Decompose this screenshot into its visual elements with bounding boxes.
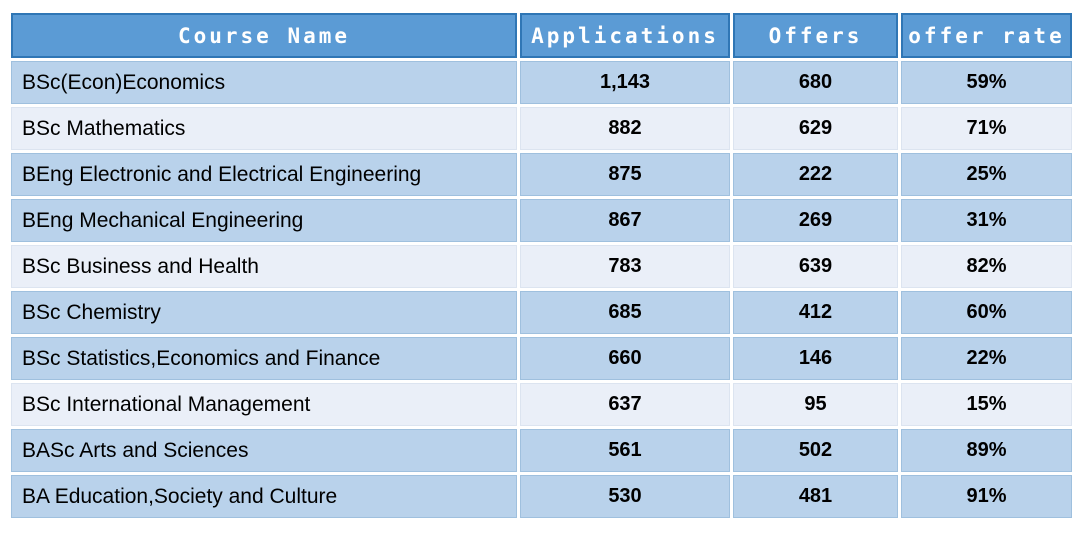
applications-cell[interactable]: 637 <box>520 383 730 426</box>
admissions-table-container: Course Name Applications Offers offer ra… <box>8 10 1075 521</box>
offers-cell[interactable]: 146 <box>733 337 898 380</box>
column-header-course-name[interactable]: Course Name <box>11 13 517 58</box>
table-row: BSc Chemistry 685 412 60% <box>11 291 1072 334</box>
table-row: BEng Mechanical Engineering 867 269 31% <box>11 199 1072 242</box>
applications-cell[interactable]: 783 <box>520 245 730 288</box>
offer-rate-cell[interactable]: 82% <box>901 245 1072 288</box>
table-row: BSc Mathematics 882 629 71% <box>11 107 1072 150</box>
offers-cell[interactable]: 412 <box>733 291 898 334</box>
course-name-cell[interactable]: BA Education,Society and Culture <box>11 475 517 518</box>
applications-cell[interactable]: 875 <box>520 153 730 196</box>
offer-rate-cell[interactable]: 91% <box>901 475 1072 518</box>
offers-cell[interactable]: 680 <box>733 61 898 104</box>
table-row: BASc Arts and Sciences 561 502 89% <box>11 429 1072 472</box>
offer-rate-cell[interactable]: 31% <box>901 199 1072 242</box>
offers-cell[interactable]: 502 <box>733 429 898 472</box>
course-name-cell[interactable]: BSc International Management <box>11 383 517 426</box>
table-row: BA Education,Society and Culture 530 481… <box>11 475 1072 518</box>
column-header-offer-rate[interactable]: offer rate <box>901 13 1072 58</box>
course-name-cell[interactable]: BSc Mathematics <box>11 107 517 150</box>
course-name-cell[interactable]: BEng Mechanical Engineering <box>11 199 517 242</box>
offer-rate-cell[interactable]: 60% <box>901 291 1072 334</box>
course-name-cell[interactable]: BSc Chemistry <box>11 291 517 334</box>
offer-rate-cell[interactable]: 22% <box>901 337 1072 380</box>
offers-cell[interactable]: 639 <box>733 245 898 288</box>
column-header-applications[interactable]: Applications <box>520 13 730 58</box>
applications-cell[interactable]: 530 <box>520 475 730 518</box>
offer-rate-cell[interactable]: 89% <box>901 429 1072 472</box>
applications-cell[interactable]: 561 <box>520 429 730 472</box>
table-row: BEng Electronic and Electrical Engineeri… <box>11 153 1072 196</box>
offer-rate-cell[interactable]: 25% <box>901 153 1072 196</box>
course-name-cell[interactable]: BSc Business and Health <box>11 245 517 288</box>
table-row: BSc International Management 637 95 15% <box>11 383 1072 426</box>
applications-cell[interactable]: 1,143 <box>520 61 730 104</box>
table-row: BSc Business and Health 783 639 82% <box>11 245 1072 288</box>
admissions-table: Course Name Applications Offers offer ra… <box>8 10 1075 521</box>
offers-cell[interactable]: 629 <box>733 107 898 150</box>
offer-rate-cell[interactable]: 71% <box>901 107 1072 150</box>
applications-cell[interactable]: 660 <box>520 337 730 380</box>
applications-cell[interactable]: 867 <box>520 199 730 242</box>
table-body: BSc(Econ)Economics 1,143 680 59% BSc Mat… <box>11 61 1072 518</box>
course-name-cell[interactable]: BASc Arts and Sciences <box>11 429 517 472</box>
offer-rate-cell[interactable]: 59% <box>901 61 1072 104</box>
offers-cell[interactable]: 222 <box>733 153 898 196</box>
applications-cell[interactable]: 685 <box>520 291 730 334</box>
offers-cell[interactable]: 95 <box>733 383 898 426</box>
course-name-cell[interactable]: BSc(Econ)Economics <box>11 61 517 104</box>
table-row: BSc(Econ)Economics 1,143 680 59% <box>11 61 1072 104</box>
offers-cell[interactable]: 269 <box>733 199 898 242</box>
table-header-row: Course Name Applications Offers offer ra… <box>11 13 1072 58</box>
offer-rate-cell[interactable]: 15% <box>901 383 1072 426</box>
column-header-offers[interactable]: Offers <box>733 13 898 58</box>
applications-cell[interactable]: 882 <box>520 107 730 150</box>
course-name-cell[interactable]: BSc Statistics,Economics and Finance <box>11 337 517 380</box>
course-name-cell[interactable]: BEng Electronic and Electrical Engineeri… <box>11 153 517 196</box>
table-row: BSc Statistics,Economics and Finance 660… <box>11 337 1072 380</box>
offers-cell[interactable]: 481 <box>733 475 898 518</box>
